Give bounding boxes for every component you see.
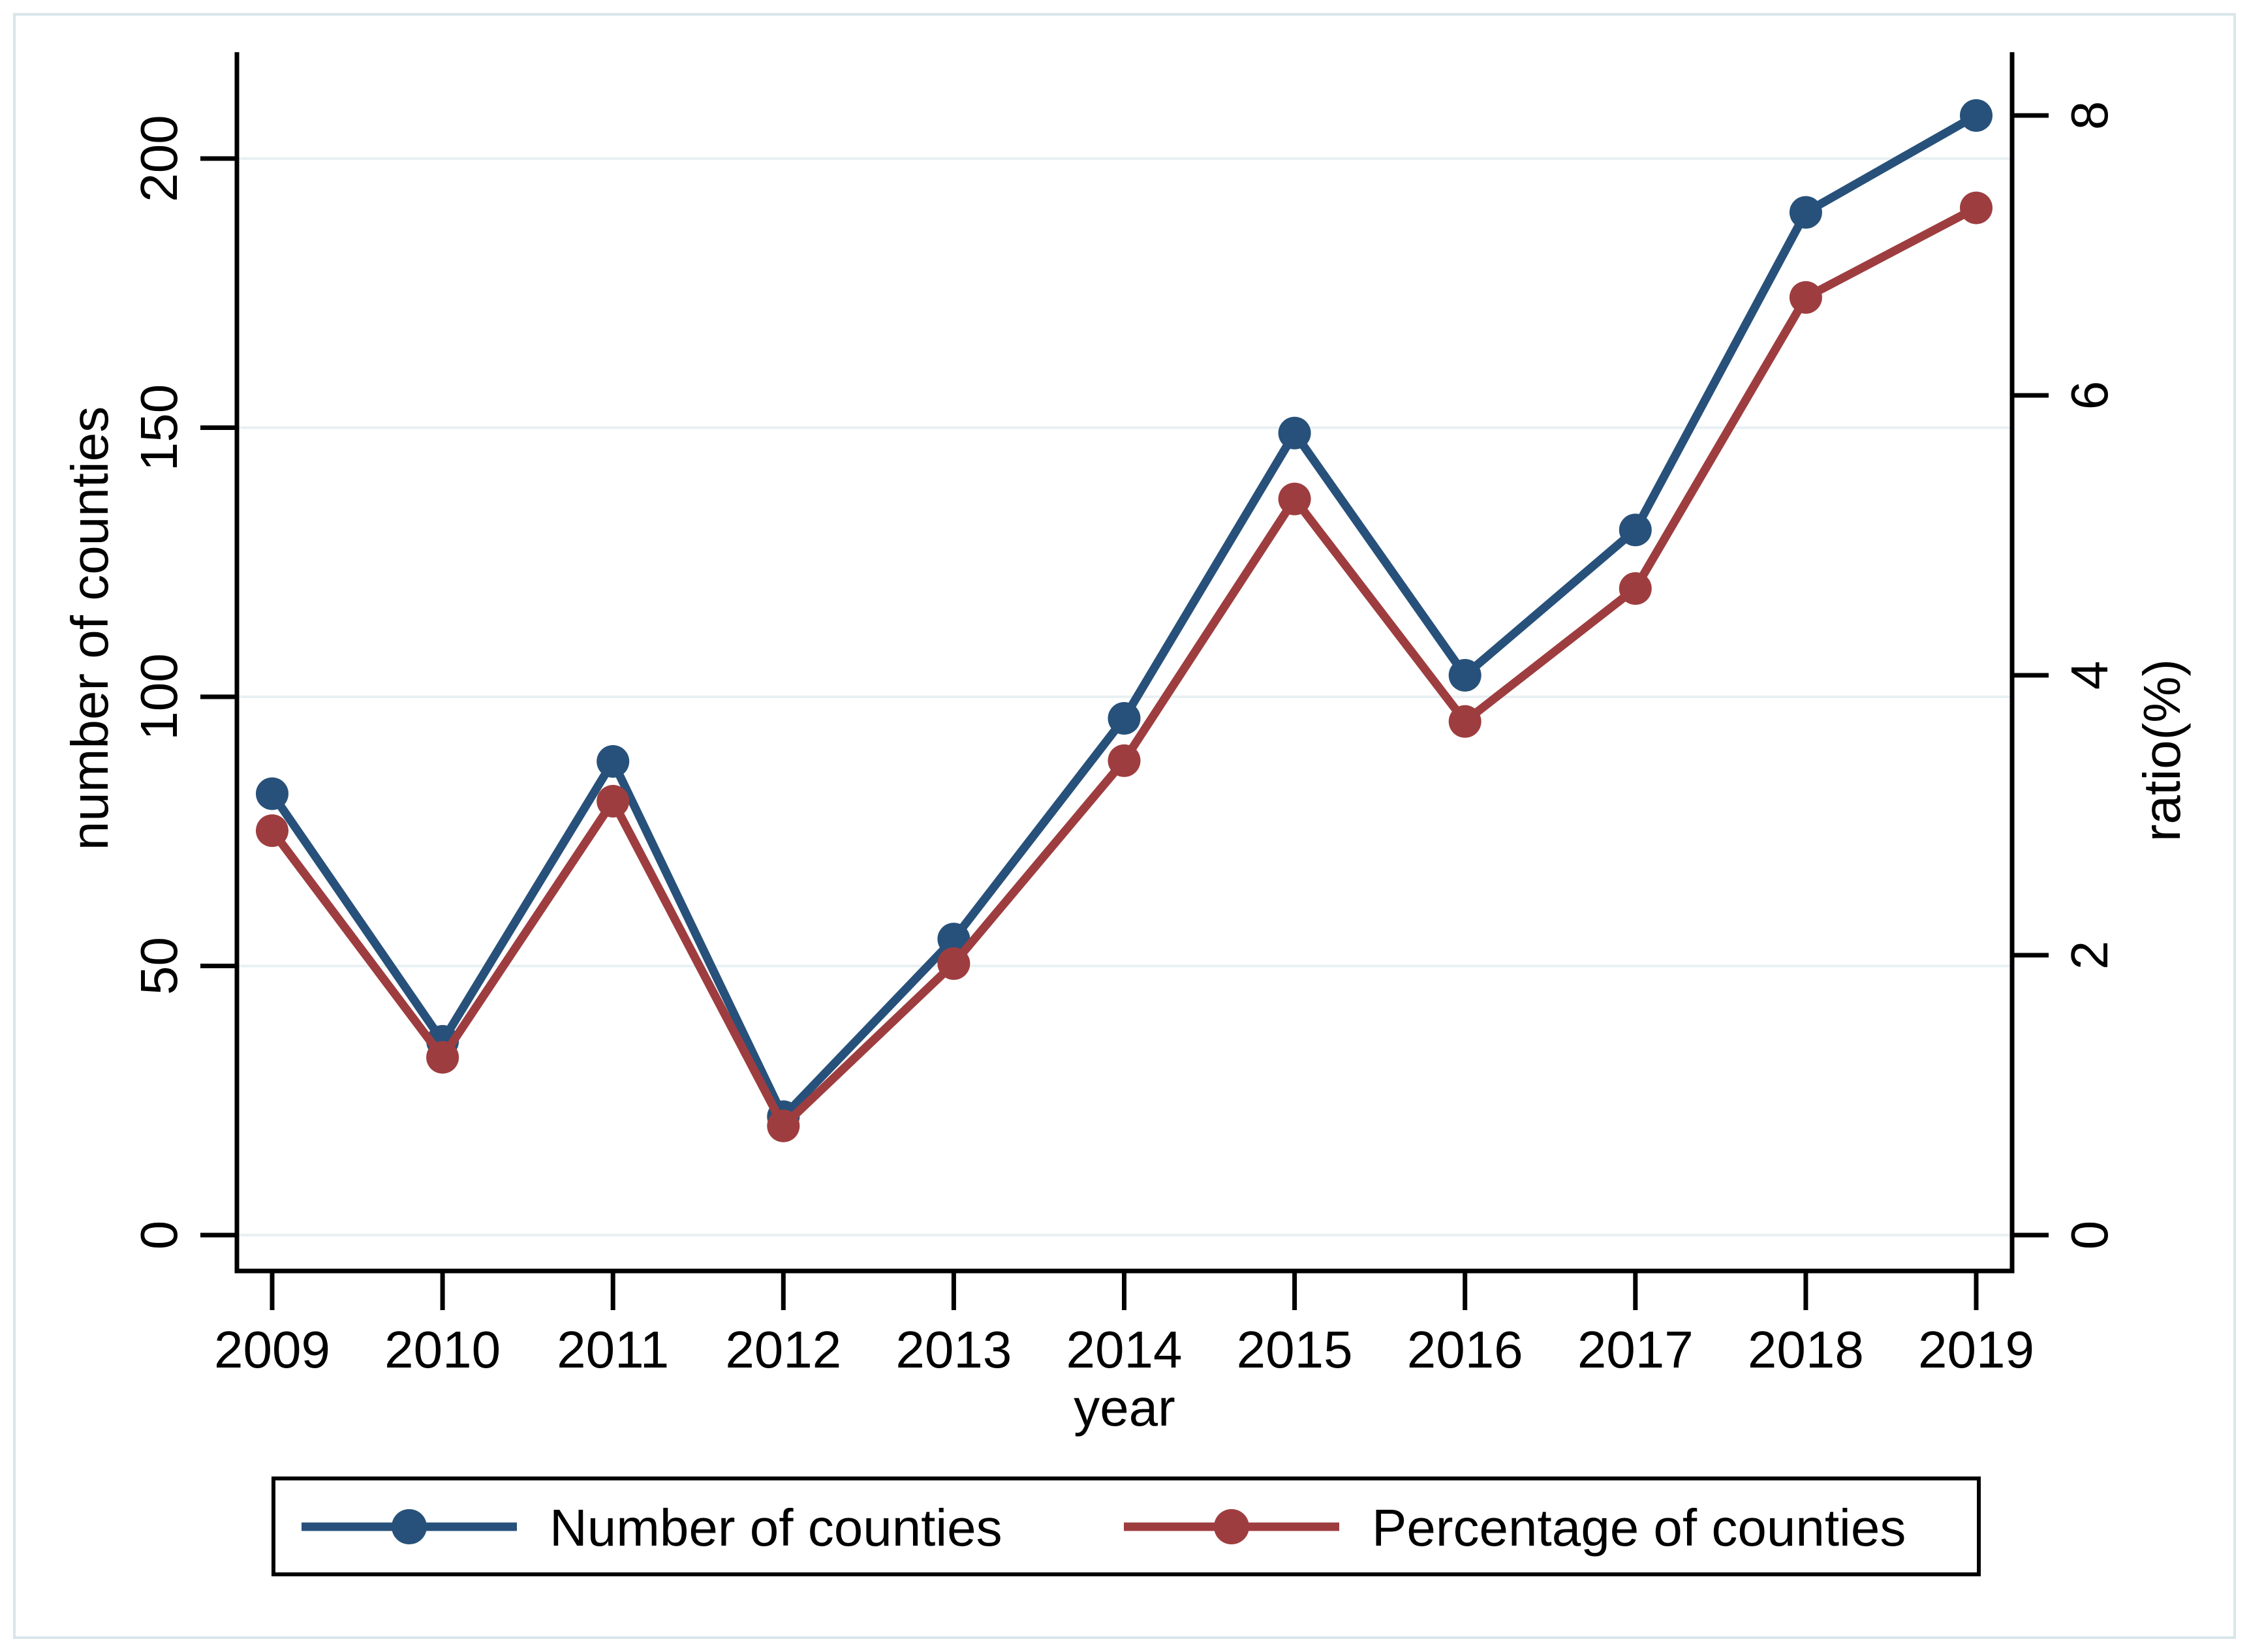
right-tick-label: 4: [2060, 661, 2118, 690]
data-point: [1448, 659, 1481, 692]
legend-marker-dot: [392, 1509, 427, 1544]
data-point: [1278, 416, 1311, 450]
x-tick-label: 2018: [1748, 1321, 1864, 1379]
legend-label: Number of counties: [550, 1499, 1002, 1557]
data-point: [1789, 281, 1822, 314]
data-point: [1108, 702, 1141, 735]
data-point: [597, 745, 630, 778]
right-tick-label: 0: [2060, 1221, 2118, 1250]
y-axis-left-title: number of counties: [61, 406, 119, 850]
right-tick-label: 8: [2060, 101, 2118, 130]
series-line: [268, 204, 1979, 1131]
x-tick-label: 2014: [1066, 1321, 1183, 1379]
right-tick-label: 6: [2060, 381, 2118, 410]
data-point: [937, 923, 970, 956]
data-point: [767, 1109, 800, 1142]
data-point: [426, 1041, 459, 1074]
x-tick-label: 2009: [214, 1321, 330, 1379]
x-tick-label: 2013: [895, 1321, 1012, 1379]
data-point: [1960, 191, 1993, 224]
figure-border: [13, 13, 2236, 1639]
data-point: [1448, 705, 1481, 738]
x-tick-label: 2010: [384, 1321, 501, 1379]
series-percentage-of-counties: [256, 191, 1993, 1142]
data-point: [1278, 482, 1311, 515]
data-point: [1619, 513, 1652, 547]
x-tick-label: 2019: [1918, 1321, 2034, 1379]
right-tick-label: 2: [2060, 941, 2118, 970]
y-axis-right-title: ratio(%): [2133, 659, 2191, 842]
legend-label: Percentage of counties: [1372, 1499, 1906, 1557]
data-point: [1108, 744, 1141, 777]
series-number-of-counties: [256, 99, 1993, 1133]
data-point: [1619, 572, 1652, 605]
left-tick-label: 0: [130, 1221, 188, 1250]
data-point: [937, 947, 970, 980]
left-tick-label: 150: [130, 384, 188, 471]
data-point: [256, 777, 288, 810]
x-axis-title: year: [1074, 1379, 1175, 1437]
x-tick-label: 2011: [557, 1321, 669, 1379]
x-tick-label: 2012: [725, 1321, 841, 1379]
x-tick-label: 2017: [1577, 1321, 1694, 1379]
left-tick-label: 100: [130, 653, 188, 740]
data-point: [1789, 196, 1822, 229]
left-tick-label: 50: [130, 937, 188, 995]
data-point: [1960, 99, 1993, 132]
left-tick-label: 200: [130, 115, 188, 202]
x-tick-label: 2015: [1237, 1321, 1353, 1379]
legend-marker-dot: [1214, 1509, 1249, 1544]
data-point: [256, 814, 288, 848]
legend: Number of counties Percentage of counties: [271, 1476, 1981, 1576]
data-point: [597, 785, 630, 818]
x-tick-label: 2016: [1407, 1321, 1523, 1379]
